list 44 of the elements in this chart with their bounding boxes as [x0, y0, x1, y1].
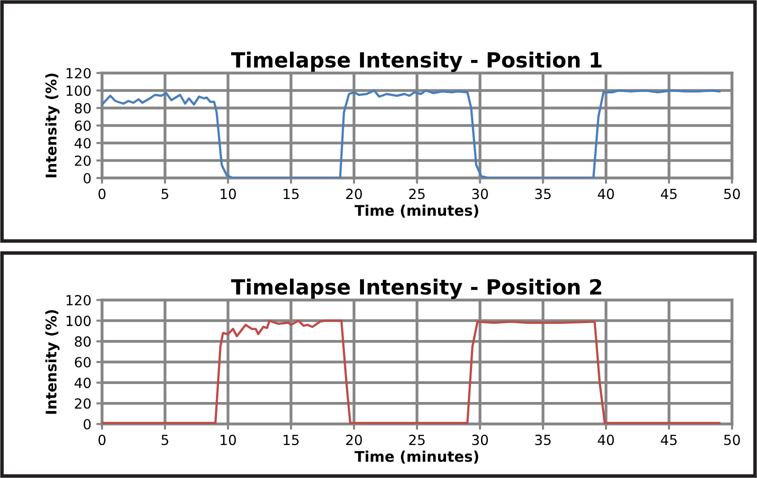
- x-tick-label: 5: [162, 434, 168, 446]
- y-tick-label: 60: [74, 120, 91, 131]
- x-tick-label: 30: [472, 434, 488, 446]
- x-tick-label: 40: [598, 434, 614, 446]
- x-axis-title: Time (minutes): [354, 204, 478, 218]
- line-series: [102, 89, 721, 178]
- x-tick-label: 25: [409, 188, 425, 200]
- x-tick-label: 5: [162, 188, 168, 200]
- line-series: [102, 320, 721, 424]
- y-tick-label: 0: [84, 418, 91, 430]
- chart-title: Timelapse Intensity - Position 1: [231, 52, 602, 72]
- y-tick-label: 120: [66, 68, 91, 78]
- y-tick-label: 40: [74, 378, 91, 388]
- chart-title: Timelapse Intensity - Position 2: [231, 278, 602, 299]
- x-tick-label: 10: [220, 188, 236, 200]
- x-tick-label: 15: [284, 188, 299, 200]
- x-tick-label: 15: [284, 434, 299, 446]
- y-tick-label: 60: [74, 356, 91, 368]
- x-tick-label: 0: [98, 188, 106, 200]
- y-tick-label: 80: [74, 102, 91, 114]
- y-tick-label: 120: [66, 294, 91, 306]
- y-tick-label: 20: [74, 398, 91, 409]
- x-tick-label: 35: [535, 434, 551, 446]
- x-axis-title: Time (minutes): [354, 450, 478, 464]
- x-tick-label: 35: [535, 188, 551, 200]
- y-tick-label: 100: [66, 85, 91, 96]
- y-tick-label: 20: [74, 155, 91, 166]
- x-tick-label: 50: [724, 188, 740, 200]
- y-axis-title: Intensity (%): [45, 74, 60, 178]
- x-tick-label: 20: [346, 434, 362, 446]
- x-tick-label: 25: [409, 434, 425, 446]
- x-tick-label: 20: [346, 188, 362, 200]
- x-tick-label: 45: [660, 434, 677, 446]
- x-tick-label: 40: [598, 188, 614, 200]
- x-tick-label: 50: [724, 434, 740, 446]
- x-tick-label: 45: [660, 188, 677, 200]
- y-tick-label: 80: [74, 336, 91, 347]
- y-axis-title: Intensity (%): [45, 310, 60, 414]
- y-tick-label: 40: [74, 138, 91, 148]
- x-tick-label: 30: [472, 188, 488, 200]
- x-tick-label: 0: [98, 434, 106, 446]
- x-tick-label: 10: [220, 434, 236, 446]
- y-tick-label: 100: [66, 316, 91, 326]
- y-tick-label: 0: [84, 172, 91, 184]
